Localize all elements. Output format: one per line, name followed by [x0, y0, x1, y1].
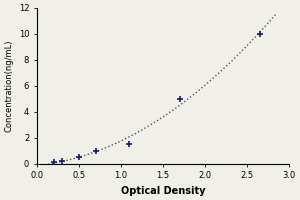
X-axis label: Optical Density: Optical Density [121, 186, 205, 196]
Y-axis label: Concentration(ng/mL): Concentration(ng/mL) [4, 39, 13, 132]
